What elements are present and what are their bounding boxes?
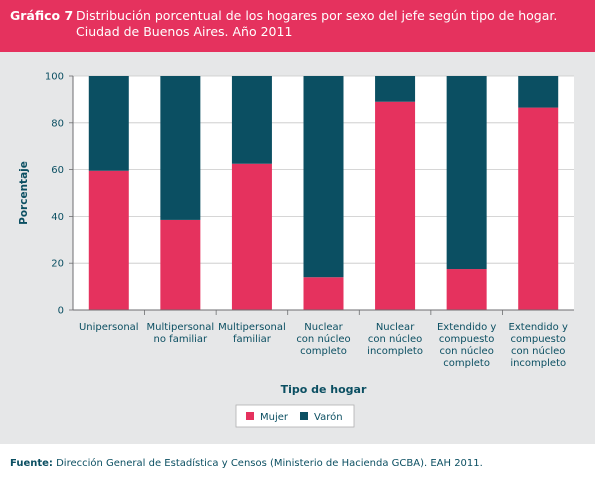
legend-label-varon: Varón [314,411,343,423]
chart-header: Gráfico 7 Distribución porcentual de los… [0,0,595,52]
x-tick-label: Extendido y [509,322,568,333]
legend-swatch-mujer [246,412,254,420]
legend-swatch-varon [300,412,308,420]
bar-mujer [446,269,487,310]
bar-mujer [375,101,416,310]
bar-mujer [303,277,344,310]
bar-mujer [160,219,201,310]
x-tick-label: completo [443,358,490,369]
x-tick-label: no familiar [154,334,208,345]
x-tick-label: compuesto [439,334,494,345]
x-tick-label: con núcleo [511,345,565,357]
source-note: Fuente: Dirección General de Estadística… [10,458,483,469]
legend-box [235,404,355,428]
bar-varon [446,76,487,270]
x-tick-label: completo [300,346,347,357]
source-text: Dirección General de Estadística y Censo… [52,458,483,469]
bar-mujer [88,170,129,310]
figure-label: Gráfico 7 [10,8,74,23]
legend-label-mujer: Mujer [260,412,289,423]
x-tick-label: Unipersonal [79,322,139,333]
y-tick-label: 40 [51,212,64,223]
bar-varon [88,76,129,171]
chart-panel: Unipersonal Multipersonal no familiar Multi… [0,52,595,444]
y-tick-label: 80 [51,118,64,129]
y-tick-label: 100 [45,72,64,83]
source-label: Fuente: [10,458,53,469]
bar-varon [231,76,272,164]
chart-title-line-1: Distribución porcentual de los hogares p… [76,8,558,23]
y-axis-label: Porcentaje [18,161,30,225]
x-tick-label: con núcleo [368,333,422,345]
bar-varon [160,76,201,220]
x-tick-label: Multipersonal [147,322,215,333]
y-tick-label: 0 [58,306,64,317]
y-tick-label: 20 [51,259,64,270]
bar-mujer [231,163,272,310]
x-tick-label: familiar [233,334,272,345]
x-tick-label: compuesto [510,334,565,345]
x-tick-label: con núcleo [439,345,493,357]
y-tick-label: 60 [51,165,64,176]
x-tick-label: Nuclear [304,322,343,333]
bar-varon [375,76,416,102]
chart-title: Distribución porcentual de los hogares p… [76,8,586,39]
bar-varon [518,76,559,108]
chart-title-line-2: Ciudad de Buenos Aires. Año 2011 [76,23,293,39]
x-axis-label: Tipo de hogar [281,383,367,396]
bar-varon [303,76,344,278]
x-tick-label: incompleto [510,358,566,369]
bar-mujer [518,107,559,310]
x-tick-label: Multipersonal [218,322,286,333]
x-tick-label: con núcleo [296,333,350,345]
x-tick-label: incompleto [367,346,423,357]
x-tick-label: Extendido y [437,322,496,333]
x-tick-label: Nuclear [376,322,415,333]
